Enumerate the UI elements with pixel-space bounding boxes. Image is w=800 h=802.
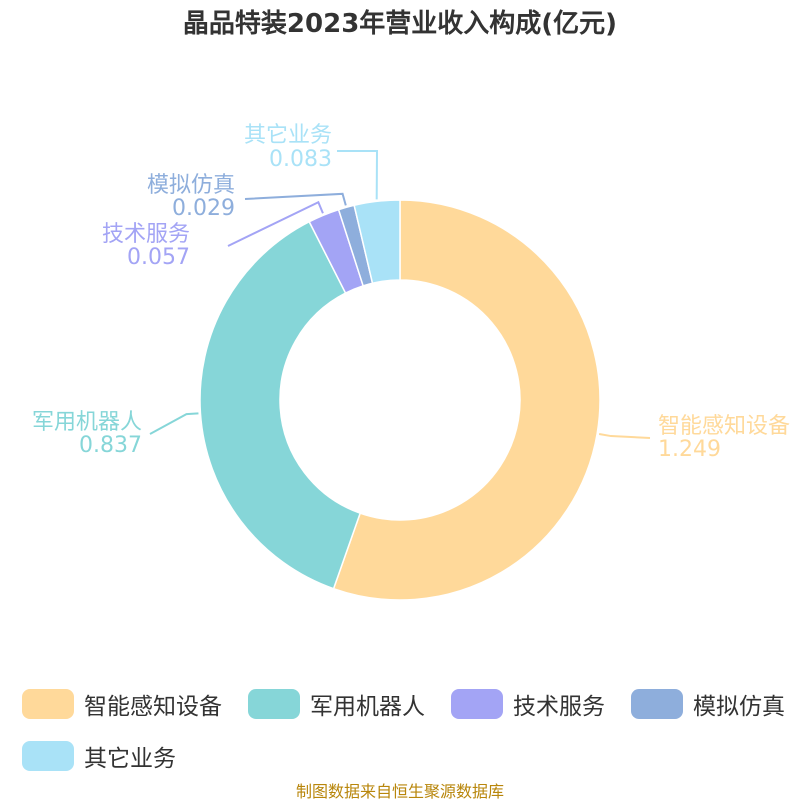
leader-line-1 [149,412,199,435]
donut-slice-1[interactable] [199,220,362,590]
slice-name-label-2: 技术服务 [102,222,190,247]
source-note: 制图数据来自恒生聚源数据库 [295,782,504,801]
leader-line-2 [227,200,324,247]
legend-label: 智能感知设备 [84,694,222,720]
donut-slices [199,199,601,601]
legend-swatch [451,689,503,719]
legend-item-4[interactable]: 其它业务 [22,740,176,772]
donut-slice-0[interactable] [332,199,601,601]
slice-value-label-2: 0.057 [127,245,190,270]
legend-label: 其它业务 [84,746,176,772]
legend-label: 军用机器人 [310,694,425,720]
slice-value-label-3: 0.029 [172,196,235,221]
slice-value-label-1: 0.837 [79,433,142,458]
leader-line-0 [598,433,651,439]
legend-item-3[interactable]: 模拟仿真 [631,688,785,720]
slice-name-label-1: 军用机器人 [32,410,142,435]
chart-title: 晶品特装2023年营业收入构成(亿元) [183,8,617,39]
legend-label: 模拟仿真 [693,694,785,720]
legend-swatch [22,741,74,771]
slice-value-label-4: 0.083 [269,147,332,172]
chart-legend: 智能感知设备 军用机器人 技术服务 模拟仿真其它业务 [22,688,792,772]
legend-item-0[interactable]: 智能感知设备 [22,688,222,720]
slice-name-label-3: 模拟仿真 [147,173,235,198]
legend-label: 技术服务 [513,694,605,720]
leader-line-4 [337,150,379,200]
slice-name-label-4: 其它业务 [244,123,332,148]
slice-value-label-0: 1.249 [658,437,721,462]
slice-name-label-0: 智能感知设备 [658,414,790,439]
donut-slice-4[interactable] [353,199,401,285]
legend-swatch [631,689,683,719]
leader-line-3 [244,192,347,206]
leader-lines [149,150,651,439]
legend-item-2[interactable]: 技术服务 [451,688,605,720]
legend-item-1[interactable]: 军用机器人 [248,688,425,720]
legend-swatch [248,689,300,719]
legend-swatch [22,689,74,719]
